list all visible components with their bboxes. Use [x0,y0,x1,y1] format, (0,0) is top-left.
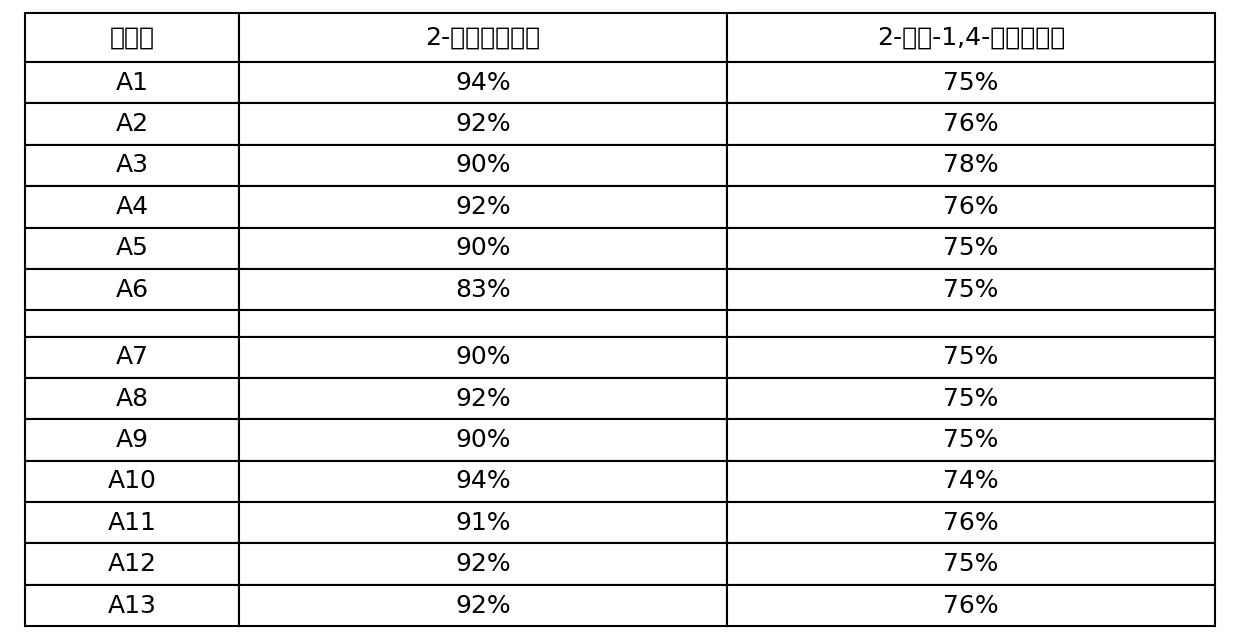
Bar [727,502,1215,543]
Text: 92%: 92% [455,594,511,617]
Text: 75%: 75% [944,428,999,452]
Bar [239,62,727,104]
Bar [239,543,727,585]
Text: 76%: 76% [944,511,999,535]
Text: 75%: 75% [944,552,999,576]
Text: A2: A2 [115,112,149,136]
Text: A8: A8 [115,387,149,411]
Bar [239,311,727,337]
Bar [25,227,239,269]
Text: 催化剂: 催化剂 [109,26,155,49]
Bar [239,269,727,311]
Text: 92%: 92% [455,195,511,219]
Text: A4: A4 [115,195,149,219]
Bar [727,543,1215,585]
Bar [727,419,1215,461]
Bar [25,13,239,62]
Text: A3: A3 [115,153,149,178]
Text: 75%: 75% [944,345,999,369]
Text: A9: A9 [115,428,149,452]
Text: 75%: 75% [944,71,999,95]
Bar [25,543,239,585]
Bar [727,311,1215,337]
Text: 75%: 75% [944,277,999,302]
Text: 75%: 75% [944,236,999,260]
Bar [25,311,239,337]
Text: 91%: 91% [455,511,511,535]
Text: A11: A11 [108,511,156,535]
Text: 90%: 90% [455,428,511,452]
Text: 94%: 94% [455,71,511,95]
Text: A10: A10 [108,470,156,493]
Bar [25,104,239,145]
Bar [239,104,727,145]
Bar [727,186,1215,227]
Text: 2-甲基-1,4-萘醌选择性: 2-甲基-1,4-萘醌选择性 [877,26,1065,49]
Text: 92%: 92% [455,552,511,576]
Bar [727,104,1215,145]
Bar [239,337,727,378]
Text: A7: A7 [115,345,149,369]
Bar [727,227,1215,269]
Text: 76%: 76% [944,195,999,219]
Bar [25,461,239,502]
Text: 74%: 74% [944,470,999,493]
Text: A5: A5 [115,236,149,260]
Bar [239,378,727,419]
Bar [727,461,1215,502]
Text: 90%: 90% [455,153,511,178]
Text: 90%: 90% [455,236,511,260]
Bar [239,227,727,269]
Bar [25,502,239,543]
Bar [239,502,727,543]
Bar [25,585,239,626]
Bar [25,269,239,311]
Text: A1: A1 [115,71,149,95]
Text: 2-甲基萘转化率: 2-甲基萘转化率 [425,26,541,49]
Bar [25,378,239,419]
Bar [727,337,1215,378]
Text: 94%: 94% [455,470,511,493]
Text: 83%: 83% [455,277,511,302]
Bar [727,585,1215,626]
Text: 76%: 76% [944,594,999,617]
Text: A13: A13 [108,594,156,617]
Text: A6: A6 [115,277,149,302]
Bar [727,13,1215,62]
Text: 76%: 76% [944,112,999,136]
Bar [239,13,727,62]
Bar [727,62,1215,104]
Bar [25,145,239,186]
Bar [727,378,1215,419]
Text: 78%: 78% [944,153,999,178]
Bar [239,186,727,227]
Text: 90%: 90% [455,345,511,369]
Bar [239,585,727,626]
Bar [25,62,239,104]
Bar [239,461,727,502]
Text: 92%: 92% [455,112,511,136]
Text: A12: A12 [108,552,156,576]
Text: 92%: 92% [455,387,511,411]
Bar [25,419,239,461]
Bar [727,145,1215,186]
Bar [239,145,727,186]
Bar [25,337,239,378]
Bar [239,419,727,461]
Text: 75%: 75% [944,387,999,411]
Bar [727,269,1215,311]
Bar [25,186,239,227]
